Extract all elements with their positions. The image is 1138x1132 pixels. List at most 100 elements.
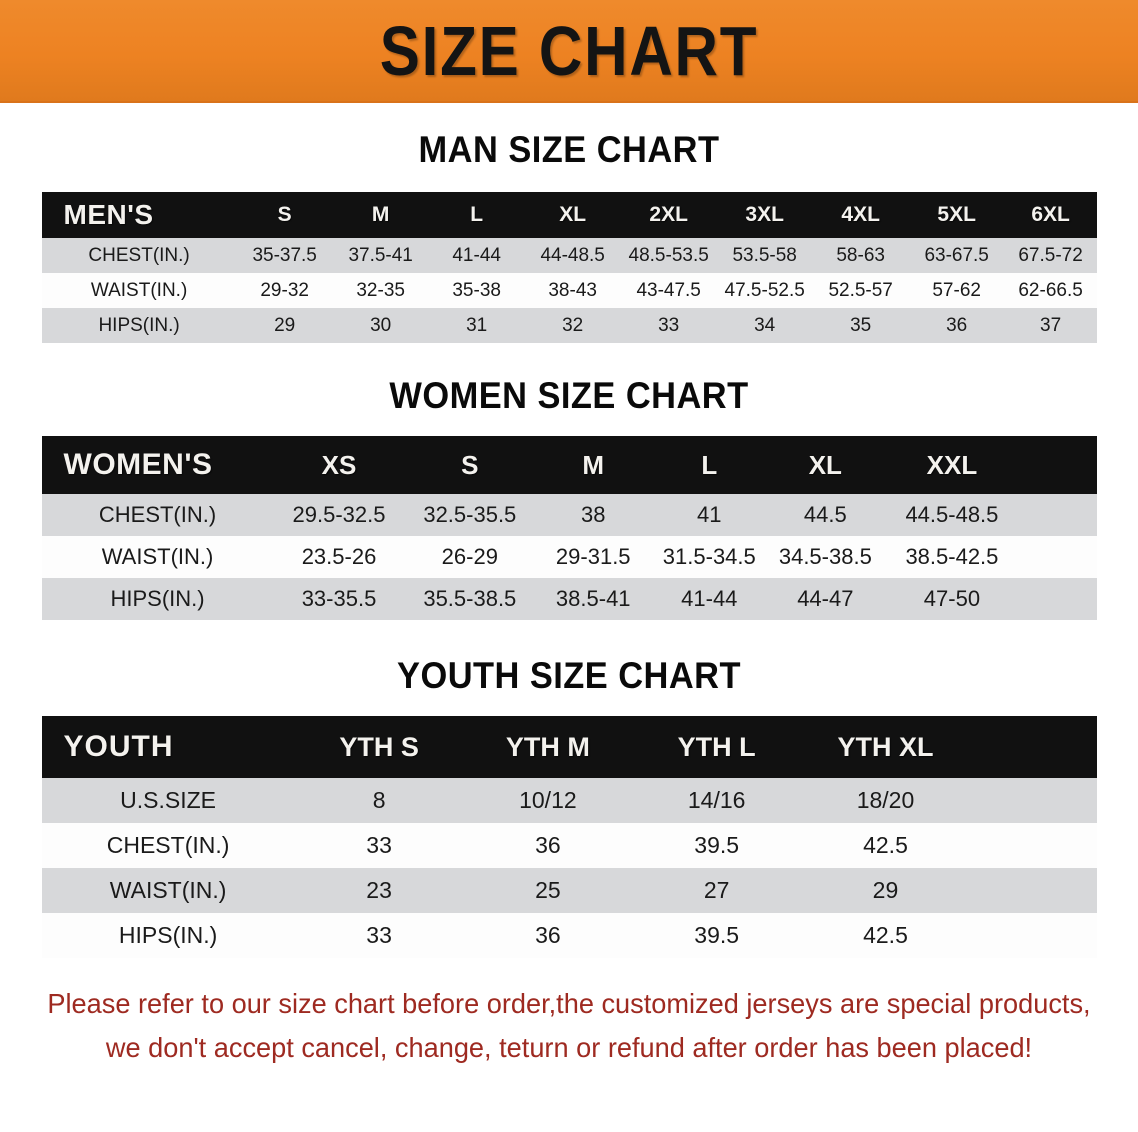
man-table-wrap: MEN'S S M L XL 2XL 3XL 4XL 5XL 6XL CHEST… [41, 192, 1097, 343]
women-hips-xxl: 47-50 [923, 586, 981, 611]
youth-col-header-yth-l: YTH L [677, 731, 756, 762]
man-waist-5xl: 57-62 [932, 279, 981, 301]
man-waist-s: 29-32 [260, 279, 309, 301]
man-waist-m: 32-35 [356, 279, 405, 301]
youth-hips-yth-m: 36 [535, 922, 561, 948]
table-row: CHEST(IN.) 35-37.5 37.5-41 41-44 44-48.5… [41, 238, 1097, 273]
man-chest-3xl: 53.5-58 [732, 244, 797, 266]
women-hips-l: 41-44 [681, 586, 738, 611]
youth-size-table: YOUTH YTH S YTH M YTH L YTH XL U.S.SIZE … [41, 716, 1097, 958]
youth-chest-yth-m: 36 [535, 832, 561, 858]
man-hips-xl: 32 [562, 314, 584, 336]
man-waist-xl: 38-43 [548, 279, 597, 301]
women-table-wrap: WOMEN'S XS S M L XL XXL CHEST(IN.) 29.5-… [41, 436, 1097, 620]
man-chest-xl: 44-48.5 [540, 244, 605, 266]
man-hips-m: 30 [370, 314, 392, 336]
man-row-label-waist: WAIST(IN.) [90, 279, 188, 301]
page-title: SIZE CHART [379, 11, 759, 90]
women-section-title: WOMEN SIZE CHART [389, 375, 749, 416]
man-col-header-l: L [470, 203, 484, 226]
man-col-header-xl: XL [559, 203, 587, 226]
man-waist-l: 35-38 [452, 279, 501, 301]
man-corner-label: MEN'S [63, 199, 154, 230]
women-size-table: WOMEN'S XS S M L XL XXL CHEST(IN.) 29.5-… [41, 436, 1097, 620]
women-chest-l: 41 [697, 502, 722, 527]
table-row: HIPS(IN.) 33 36 39.5 42.5 [41, 913, 1097, 958]
man-waist-3xl: 47.5-52.5 [724, 279, 805, 301]
women-chest-m: 38 [581, 502, 606, 527]
women-chest-xxl: 44.5-48.5 [905, 502, 999, 527]
youth-us-size-yth-xl: 18/20 [856, 787, 915, 813]
women-waist-xs: 23.5-26 [301, 544, 377, 569]
women-hips-xs: 33-35.5 [301, 586, 377, 611]
women-hips-s: 35.5-38.5 [423, 586, 517, 611]
man-chest-m: 37.5-41 [348, 244, 413, 266]
man-hips-2xl: 33 [658, 314, 680, 336]
youth-hips-spacer [970, 913, 1097, 958]
man-chest-5xl: 63-67.5 [924, 244, 989, 266]
women-col-header-l: L [701, 449, 718, 480]
women-col-header-s: S [461, 449, 479, 480]
man-table-header-row: MEN'S S M L XL 2XL 3XL 4XL 5XL 6XL [41, 192, 1097, 238]
man-row-label-hips: HIPS(IN.) [98, 314, 180, 336]
youth-hips-yth-l: 39.5 [694, 922, 740, 948]
youth-row-label-chest: CHEST(IN.) [106, 832, 230, 858]
man-chest-2xl: 48.5-53.5 [628, 244, 709, 266]
youth-row-label-us-size: U.S.SIZE [120, 787, 217, 813]
youth-us-size-yth-m: 10/12 [519, 787, 577, 813]
man-waist-2xl: 43-47.5 [636, 279, 701, 301]
man-chest-4xl: 58-63 [836, 244, 885, 266]
youth-col-header-yth-xl: YTH XL [837, 731, 934, 762]
youth-corner-label: YOUTH [63, 730, 174, 763]
youth-waist-yth-s: 23 [366, 877, 392, 903]
youth-col-header-spacer [970, 716, 1097, 778]
table-row: HIPS(IN.) 29 30 31 32 33 34 35 36 37 [41, 308, 1097, 343]
youth-chest-spacer [970, 823, 1097, 868]
man-chest-l: 41-44 [452, 244, 501, 266]
youth-waist-yth-m: 25 [535, 877, 561, 903]
women-waist-m: 29-31.5 [555, 544, 631, 569]
youth-row-label-waist: WAIST(IN.) [109, 877, 227, 903]
women-corner-label: WOMEN'S [63, 448, 213, 481]
man-hips-l: 31 [466, 314, 488, 336]
youth-col-header-yth-s: YTH S [339, 731, 419, 762]
man-chest-s: 35-37.5 [252, 244, 317, 266]
table-row: CHEST(IN.) 29.5-32.5 32.5-35.5 38 41 44.… [41, 494, 1097, 536]
youth-waist-yth-l: 27 [703, 877, 730, 903]
youth-waist-yth-xl: 29 [872, 877, 899, 903]
man-col-header-m: M [371, 203, 390, 226]
women-waist-l: 31.5-34.5 [662, 544, 756, 569]
table-row: U.S.SIZE 8 10/12 14/16 18/20 [41, 778, 1097, 823]
table-row: HIPS(IN.) 33-35.5 35.5-38.5 38.5-41 41-4… [41, 578, 1097, 620]
youth-row-label-hips: HIPS(IN.) [118, 922, 218, 948]
man-hips-3xl: 34 [754, 314, 776, 336]
man-waist-6xl: 62-66.5 [1018, 279, 1083, 301]
return-policy-disclaimer: Please refer to our size chart before or… [40, 982, 1097, 1070]
women-col-header-spacer [1021, 436, 1097, 494]
table-row: WAIST(IN.) 23 25 27 29 [41, 868, 1097, 913]
man-waist-4xl: 52.5-57 [828, 279, 893, 301]
man-size-table: MEN'S S M L XL 2XL 3XL 4XL 5XL 6XL CHEST… [41, 192, 1097, 343]
youth-table-header-row: YOUTH YTH S YTH M YTH L YTH XL [41, 716, 1097, 778]
women-waist-xl: 34.5-38.5 [778, 544, 872, 569]
man-col-header-2xl: 2XL [649, 203, 688, 226]
women-row-label-waist: WAIST(IN.) [101, 544, 214, 569]
man-hips-s: 29 [274, 314, 296, 336]
man-col-header-6xl: 6XL [1031, 203, 1070, 226]
women-table-header-row: WOMEN'S XS S M L XL XXL [41, 436, 1097, 494]
youth-col-header-yth-m: YTH M [505, 731, 590, 762]
women-waist-spacer [1021, 536, 1097, 578]
man-section-title: MAN SIZE CHART [418, 129, 720, 170]
table-row: CHEST(IN.) 33 36 39.5 42.5 [41, 823, 1097, 868]
women-waist-xxl: 38.5-42.5 [905, 544, 999, 569]
women-chest-xl: 44.5 [803, 502, 847, 527]
youth-hips-yth-s: 33 [366, 922, 392, 948]
disclaimer-line-1: Please refer to our size chart before or… [47, 988, 1091, 1019]
women-col-header-xl: XL [808, 449, 842, 480]
man-col-header-s: S [277, 203, 292, 226]
women-chest-xs: 29.5-32.5 [292, 502, 386, 527]
youth-table-wrap: YOUTH YTH S YTH M YTH L YTH XL U.S.SIZE … [41, 716, 1097, 958]
youth-chest-yth-s: 33 [366, 832, 392, 858]
table-row: WAIST(IN.) 29-32 32-35 35-38 38-43 43-47… [41, 273, 1097, 308]
